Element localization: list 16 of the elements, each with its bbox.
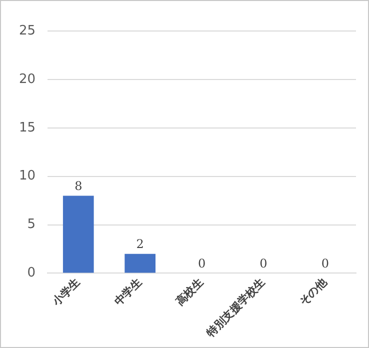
- x-tick-label: その他: [296, 275, 330, 308]
- x-tick-label: 高校生: [173, 276, 206, 308]
- y-tick-label: 0: [27, 266, 36, 281]
- y-tick-label: 15: [18, 120, 36, 136]
- data-label: 0: [260, 256, 268, 270]
- data-label: 0: [321, 256, 329, 270]
- x-tick-label: 特別支援学校生: [203, 276, 268, 340]
- data-label: 0: [198, 256, 206, 270]
- y-tick-label: 20: [18, 72, 36, 87]
- y-tick-label: 10: [18, 168, 36, 184]
- x-tick-label: 小学生: [49, 276, 83, 310]
- data-label: 8: [74, 178, 82, 193]
- x-tick-label: 中学生: [112, 276, 144, 308]
- y-tick-label: 5: [27, 217, 36, 232]
- data-label: 2: [136, 236, 144, 251]
- y-tick-label: 25: [18, 23, 36, 38]
